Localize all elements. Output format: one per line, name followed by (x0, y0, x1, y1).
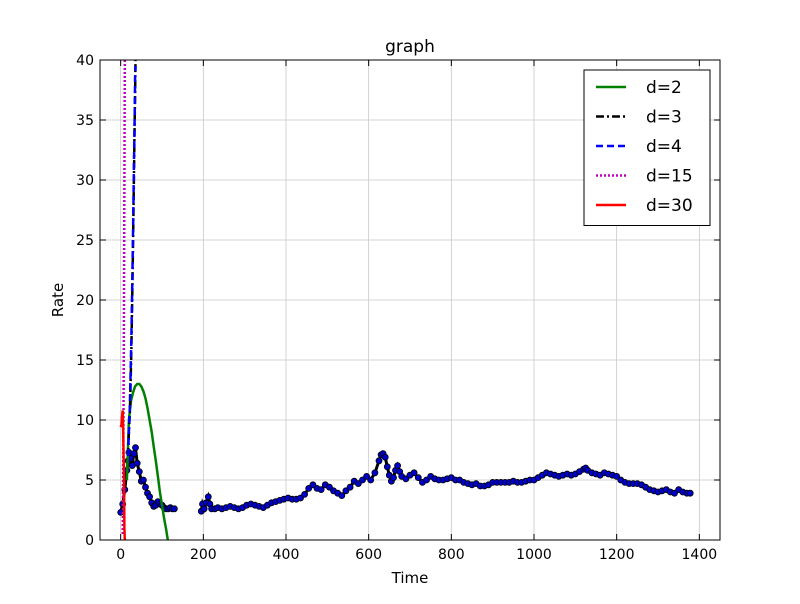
observed-data-point (170, 505, 178, 513)
legend-box (583, 69, 711, 226)
data-layer (117, 60, 694, 540)
x-tick-label: 600 (355, 547, 382, 563)
x-tick-label: 800 (438, 547, 465, 563)
observed-data-point (354, 480, 362, 488)
observed-data-point (671, 489, 678, 497)
y-axis-label: Rate (49, 283, 67, 317)
x-tick-label: 1000 (516, 547, 552, 563)
observed-data-point (133, 459, 141, 467)
y-tick-label: 25 (76, 233, 94, 249)
legend-label: d=30 (646, 196, 693, 216)
observed-data-point (371, 469, 379, 477)
legend-label: d=15 (646, 167, 693, 187)
observed-data-point (410, 469, 418, 477)
observed-data-point (390, 474, 397, 482)
observed-data-point (139, 476, 147, 484)
x-tick-label: 0 (116, 547, 125, 563)
observed-data-point (130, 450, 138, 458)
observed-data-point (394, 462, 402, 470)
observed-data-point (132, 444, 139, 452)
observed-data-point (346, 483, 354, 491)
observed-data-point (142, 483, 149, 491)
x-axis-label: Time (391, 569, 429, 587)
observed-data-point (367, 476, 375, 484)
observed-data-point (381, 453, 389, 461)
observed-data-point (146, 493, 154, 501)
x-tick-label: 1400 (682, 547, 718, 563)
observed-data-point (317, 486, 325, 494)
legend-label: d=4 (646, 137, 682, 157)
y-tick-label: 35 (76, 113, 94, 129)
x-tick-label: 400 (273, 547, 300, 563)
observed-data-point (686, 489, 694, 497)
observed-data-point (383, 463, 391, 471)
legend-label: d=3 (646, 108, 682, 128)
observed-data-point (301, 490, 309, 498)
y-tick-label: 5 (85, 473, 94, 489)
observed-data-point (204, 493, 212, 501)
y-tick-label: 40 (76, 53, 94, 69)
y-tick-label: 15 (76, 353, 94, 369)
observed-data-point (414, 474, 422, 482)
observed-data-point (200, 505, 208, 513)
x-tick-label: 1200 (599, 547, 635, 563)
y-tick-label: 30 (76, 173, 94, 189)
observed-data-point (135, 468, 143, 476)
observed-data-point (305, 484, 313, 492)
y-tick-label: 0 (85, 533, 94, 549)
observed-data-point (342, 487, 350, 495)
series-line-d-30 (119, 410, 127, 540)
y-tick-label: 20 (76, 293, 94, 309)
observed-data-point (375, 457, 383, 465)
observed-data-point (338, 492, 346, 500)
y-tick-label: 10 (76, 413, 94, 429)
chart-title: graph (385, 37, 435, 57)
series-line-d-2 (125, 382, 170, 540)
x-tick-label: 200 (190, 547, 217, 563)
series-line-d-4 (126, 65, 137, 457)
axis-ticks: 0 200 400 600 800 1000 1200 1400 0 5 10 15 20 25 30 35 4… (76, 53, 720, 563)
legend-label: d=2 (646, 78, 682, 98)
legend: d=2 d=3 d=4 d=15 d=30 (583, 69, 711, 226)
observed-data-point (423, 476, 430, 484)
